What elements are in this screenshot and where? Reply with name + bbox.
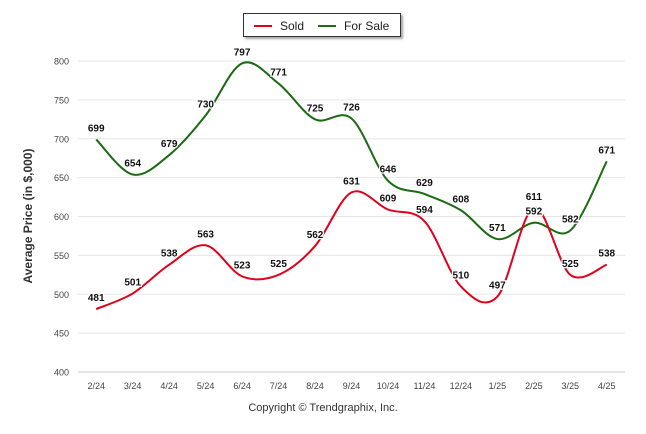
- data-labels: 699 654 679 730 797 771 725 726 646 629 608 571 592 5…: [87, 46, 617, 305]
- data-label-for-sale: 608: [453, 194, 470, 205]
- data-label-sold: 562: [307, 230, 324, 241]
- legend-label-for-sale: For Sale: [344, 19, 390, 33]
- data-label-for-sale: 771: [270, 68, 287, 79]
- data-label-for-sale: 797: [234, 47, 251, 58]
- x-tick-label: 1/25: [489, 381, 507, 391]
- data-label-for-sale: 654: [124, 159, 141, 170]
- x-tick-label: 10/24: [377, 381, 400, 391]
- y-tick-label: 550: [54, 251, 69, 261]
- data-label-for-sale: 679: [161, 139, 178, 150]
- data-label-sold: 523: [234, 260, 251, 271]
- data-label-sold: 631: [343, 176, 360, 187]
- y-tick-label: 500: [54, 290, 69, 300]
- data-label-for-sale: 629: [416, 178, 433, 189]
- x-tick-label: 3/25: [562, 381, 580, 391]
- data-label-sold: 594: [416, 205, 433, 216]
- legend-label-sold: Sold: [280, 19, 305, 33]
- x-tick-labels: 2/24 3/24 4/24 5/24 6/24 7/24 8/24 9/24 10/24 11/…: [87, 381, 615, 391]
- x-tick-label: 2/25: [525, 381, 543, 391]
- x-tick-label: 3/24: [124, 381, 142, 391]
- legend-swatch-for-sale: [318, 25, 336, 27]
- x-tick-label: 9/24: [343, 381, 361, 391]
- data-label-for-sale: 730: [197, 99, 214, 110]
- grid-lines: [78, 60, 625, 373]
- legend: Sold For Sale: [243, 13, 401, 37]
- y-tick-label: 400: [54, 368, 69, 378]
- x-tick-label: 2/24: [87, 381, 105, 391]
- x-tick-label: 11/24: [414, 381, 436, 391]
- data-label-for-sale: 699: [88, 124, 105, 135]
- x-tick-label: 8/24: [306, 381, 324, 391]
- data-label-sold: 525: [562, 259, 579, 270]
- y-tick-labels: 400 450 500 550 600 650 700 750 800: [54, 57, 69, 378]
- data-label-sold: 510: [453, 270, 470, 281]
- x-tick-label: 4/25: [598, 381, 616, 391]
- data-label-sold: 563: [197, 229, 214, 240]
- data-label-for-sale: 592: [525, 207, 542, 218]
- data-label-sold: 538: [161, 249, 178, 260]
- y-tick-label: 700: [54, 134, 69, 144]
- x-tick-label: 6/24: [233, 381, 251, 391]
- y-axis-title: Average Price (in $,000): [21, 148, 35, 284]
- data-label-sold: 609: [380, 194, 397, 205]
- data-label-sold: 501: [124, 277, 141, 288]
- legend-swatch-sold: [254, 25, 272, 27]
- series-line-sold: [95, 190, 608, 310]
- y-tick-label: 800: [54, 57, 69, 67]
- data-label-sold: 497: [489, 281, 506, 292]
- x-tick-label: 12/24: [450, 381, 473, 391]
- copyright-credit: Copyright © Trendgraphix, Inc.: [248, 402, 398, 414]
- data-label-sold: 525: [270, 259, 287, 270]
- y-tick-label: 650: [54, 173, 69, 183]
- data-label-for-sale: 671: [598, 145, 615, 156]
- y-tick-label: 450: [54, 329, 69, 339]
- y-tick-label: 750: [54, 95, 69, 105]
- x-tick-label: 4/24: [160, 381, 178, 391]
- x-tick-label: 5/24: [197, 381, 215, 391]
- y-tick-label: 600: [54, 212, 69, 222]
- series-lines: [95, 61, 608, 310]
- data-label-for-sale: 582: [562, 214, 579, 225]
- data-label-sold: 481: [88, 293, 105, 304]
- data-label-for-sale: 646: [380, 165, 397, 176]
- data-label-sold: 611: [526, 192, 543, 203]
- data-label-for-sale: 726: [343, 103, 360, 114]
- data-label-for-sale: 571: [489, 223, 506, 234]
- series-line-for-sale: [95, 61, 608, 241]
- data-label-for-sale: 725: [307, 103, 324, 114]
- x-tick-label: 7/24: [270, 381, 288, 391]
- data-label-sold: 538: [598, 249, 615, 260]
